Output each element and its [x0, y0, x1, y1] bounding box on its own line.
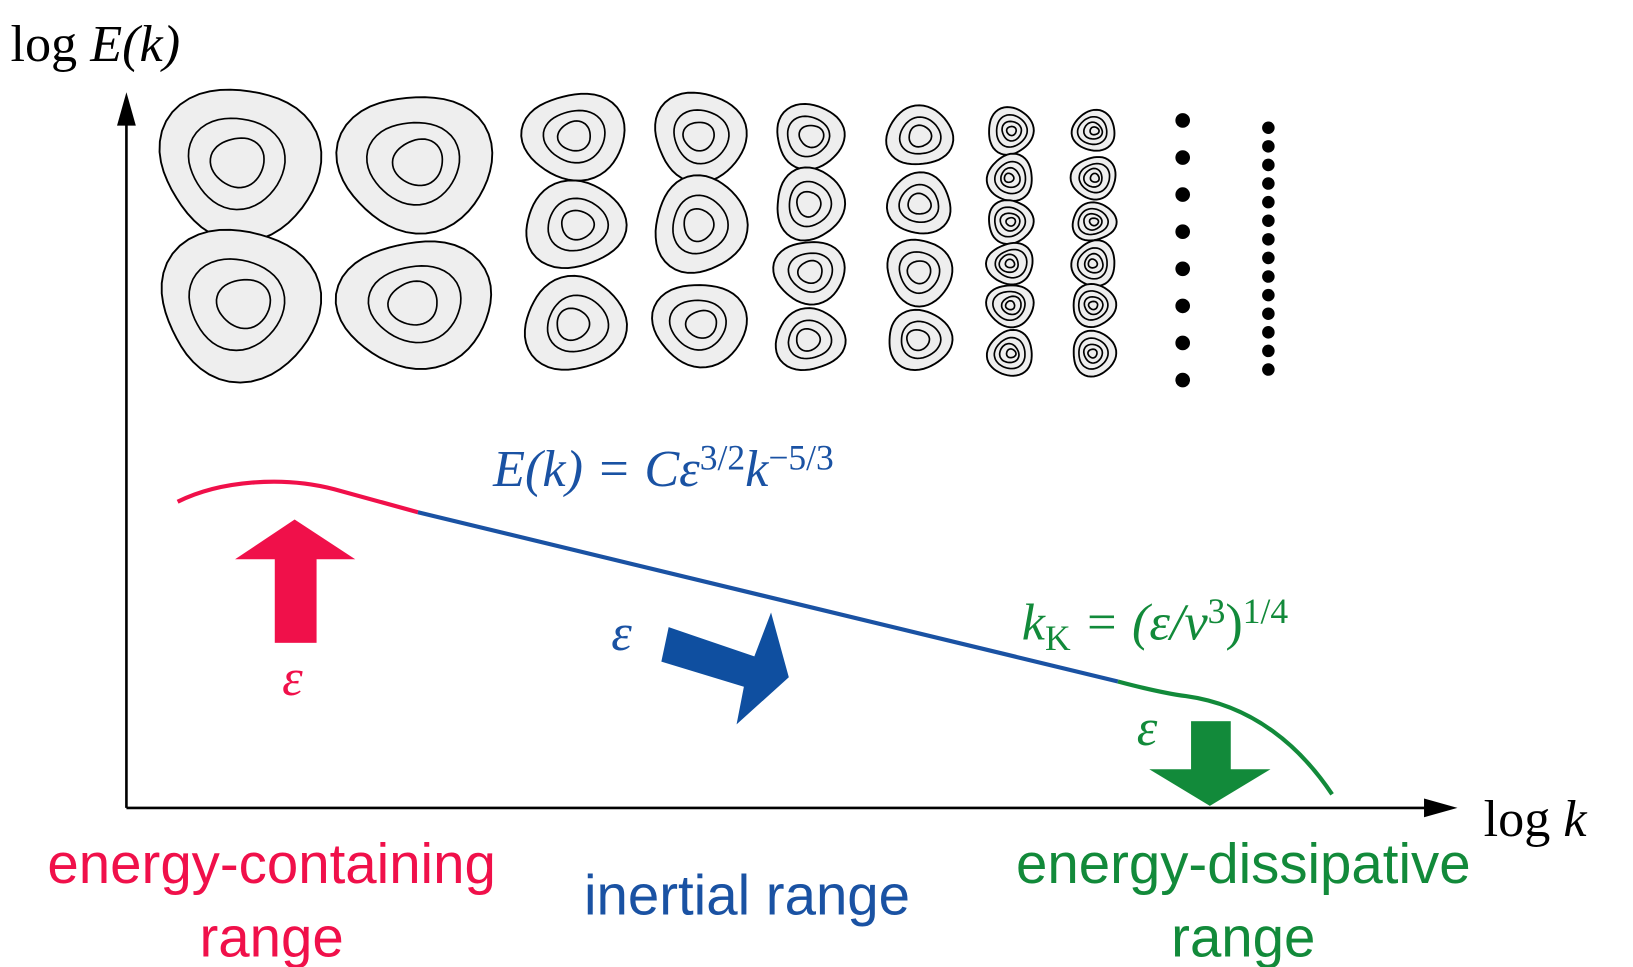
x-axis-label: log k	[1484, 790, 1588, 848]
dot-eddy	[1262, 214, 1275, 227]
eddy	[336, 97, 492, 233]
dot-eddy	[1175, 113, 1190, 128]
eddy	[652, 285, 747, 367]
dot-eddy	[1175, 224, 1190, 239]
eddy	[655, 93, 747, 183]
dot-eddy	[1175, 187, 1190, 202]
diagram: log E(k) log k E(k) = Cε3/2k−5/3 kK = (ε…	[0, 0, 1633, 967]
dot-eddy	[1262, 289, 1275, 302]
eddy	[336, 241, 491, 368]
dot-eddy	[1262, 121, 1275, 134]
eddy	[886, 105, 953, 164]
eddy	[890, 310, 953, 370]
x-axis-arrow	[1424, 799, 1457, 818]
dot-eddy	[1262, 196, 1275, 209]
eddy	[521, 94, 624, 181]
curve-containing	[178, 482, 418, 512]
range-label: energy-containing	[47, 832, 495, 895]
y-axis-label: log E(k)	[10, 15, 180, 73]
y-axis-arrow	[117, 92, 136, 125]
dot-eddy	[1175, 299, 1190, 314]
eddy	[887, 172, 951, 233]
eddy	[1074, 284, 1117, 327]
dot-eddy	[1262, 326, 1275, 339]
eddy	[887, 240, 952, 307]
dot-eddy	[1175, 150, 1190, 165]
flux-label: ε	[611, 604, 632, 662]
range-label: inertial range	[584, 863, 910, 926]
dot-eddy	[1262, 345, 1275, 358]
range-label: energy-dissipative	[1016, 832, 1471, 895]
arrow-dissipative	[1149, 721, 1270, 806]
eddy	[776, 308, 846, 370]
eddy	[526, 180, 626, 268]
eddies	[160, 90, 1275, 388]
eddy	[778, 167, 846, 240]
dot-eddy	[1262, 233, 1275, 246]
eddy	[1074, 331, 1117, 377]
dot-eddy	[1262, 140, 1275, 153]
dot-eddy	[1262, 270, 1275, 283]
dot-eddy	[1262, 159, 1275, 172]
dot-eddy	[1262, 363, 1275, 376]
range-label: range	[1171, 905, 1315, 967]
arrow-inertial	[661, 613, 788, 725]
eddy	[160, 90, 322, 242]
dot-eddy	[1262, 307, 1275, 320]
eddy	[656, 175, 748, 273]
range-label: range	[200, 905, 344, 967]
dot-eddy	[1262, 252, 1275, 265]
dot-eddy	[1262, 177, 1275, 190]
inertial-formula: E(k) = Cε3/2k−5/3	[492, 437, 834, 498]
eddy	[773, 242, 844, 304]
eddy	[525, 276, 627, 370]
dot-eddy	[1175, 373, 1190, 388]
arrow-containing	[235, 520, 355, 643]
flux-label: ε	[282, 649, 303, 707]
kolmogorov-formula: kK = (ε/ν3)1/4	[1022, 591, 1289, 658]
flux-label: ε	[1137, 699, 1158, 757]
dot-eddy	[1175, 261, 1190, 276]
dot-eddy	[1175, 336, 1190, 351]
eddy	[162, 230, 321, 383]
